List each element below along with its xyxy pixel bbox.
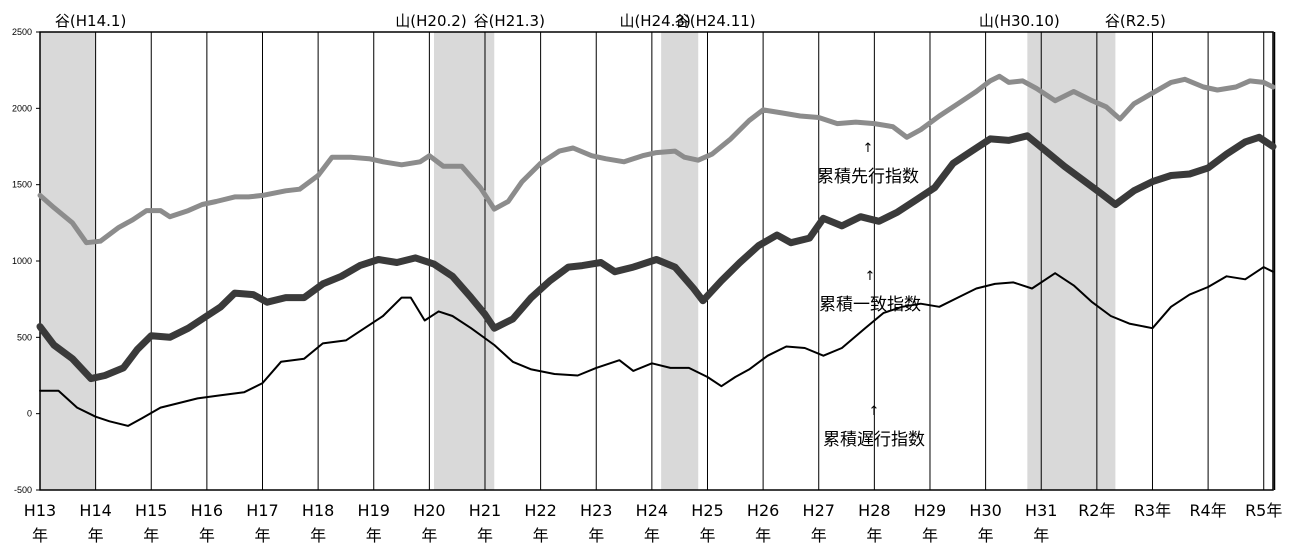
arrow-lagging: ↑	[869, 404, 880, 419]
phase-label: 山(H30.10)	[979, 12, 1060, 30]
recession-shade-1	[40, 32, 96, 490]
x-tick-label: H16	[191, 501, 223, 520]
x-tick-label-unit: 年	[588, 526, 604, 545]
x-tick-label: H28	[858, 501, 890, 520]
x-tick-label-unit: 年	[811, 526, 827, 545]
annotation-coincident: 累積一致指数	[819, 295, 921, 315]
x-tick-label: H15	[135, 501, 167, 520]
y-tick-label: 2500	[12, 27, 32, 37]
x-tick-label-unit: 年	[755, 526, 771, 545]
phase-label: 谷(R2.5)	[1105, 12, 1166, 30]
phase-label: 山(H24.3)	[619, 12, 690, 30]
x-tick-label: H19	[358, 501, 390, 520]
x-tick-label-unit: 年	[866, 526, 882, 545]
phase-label: 谷(H14.1)	[55, 12, 126, 30]
x-tick-label-unit: 年	[1033, 526, 1049, 545]
phase-label: 谷(H24.11)	[675, 12, 756, 30]
x-tick-label: H20	[413, 501, 445, 520]
y-tick-label: 1500	[12, 180, 32, 190]
x-tick-label: H25	[691, 501, 723, 520]
x-tick-label-unit: 年	[366, 526, 382, 545]
x-tick-label-unit: 年	[254, 526, 270, 545]
x-tick-label: H24	[636, 501, 668, 520]
x-tick-label: R5年	[1245, 501, 1282, 520]
y-tick-label: -500	[14, 485, 32, 495]
x-tick-label: H17	[246, 501, 278, 520]
x-tick-label: R4年	[1189, 501, 1226, 520]
x-tick-label: H21	[469, 501, 501, 520]
series-line-coincident	[36, 132, 1277, 383]
x-tick-label: R3年	[1134, 501, 1171, 520]
x-tick-label: H27	[803, 501, 835, 520]
y-tick-label: 1000	[12, 256, 32, 266]
x-tick-label: H18	[302, 501, 334, 520]
x-tick-label: H30	[969, 501, 1001, 520]
x-tick-label-unit: 年	[310, 526, 326, 545]
x-tick-label-unit: 年	[143, 526, 159, 545]
x-tick-label: H26	[747, 501, 779, 520]
series-line-lagging	[39, 266, 1274, 427]
x-tick-label-unit: 年	[922, 526, 938, 545]
x-tick-label-unit: 年	[644, 526, 660, 545]
arrow-leading: ↑	[863, 141, 874, 156]
y-tick-label: 0	[27, 409, 32, 419]
x-tick-label-unit: 年	[88, 526, 104, 545]
x-tick-label: H14	[79, 501, 111, 520]
x-tick-label-unit: 年	[533, 526, 549, 545]
x-tick-label: H22	[524, 501, 556, 520]
annotation-leading: 累積先行指数	[817, 167, 919, 187]
phase-label: 山(H20.2)	[395, 12, 466, 30]
x-tick-label: R2年	[1078, 501, 1115, 520]
x-tick-label-unit: 年	[477, 526, 493, 545]
recession-shade-4	[1027, 32, 1116, 490]
x-tick-label-unit: 年	[421, 526, 437, 545]
arrow-coincident: ↑	[865, 269, 876, 284]
x-tick-label: H31	[1025, 501, 1057, 520]
x-tick-label-unit: 年	[199, 526, 215, 545]
series-line-leading	[37, 73, 1276, 246]
x-tick-label-unit: 年	[32, 526, 48, 545]
x-tick-label-unit: 年	[978, 526, 994, 545]
annotation-lagging: 累積遅行指数	[823, 430, 925, 450]
recession-shade-2	[434, 32, 495, 490]
x-tick-label: H23	[580, 501, 612, 520]
phase-label: 谷(H21.3)	[474, 12, 545, 30]
y-tick-label: 500	[17, 332, 32, 342]
x-tick-label: H13	[24, 501, 56, 520]
y-tick-label: 2000	[12, 103, 32, 113]
x-tick-label: H29	[914, 501, 946, 520]
x-tick-label-unit: 年	[699, 526, 715, 545]
